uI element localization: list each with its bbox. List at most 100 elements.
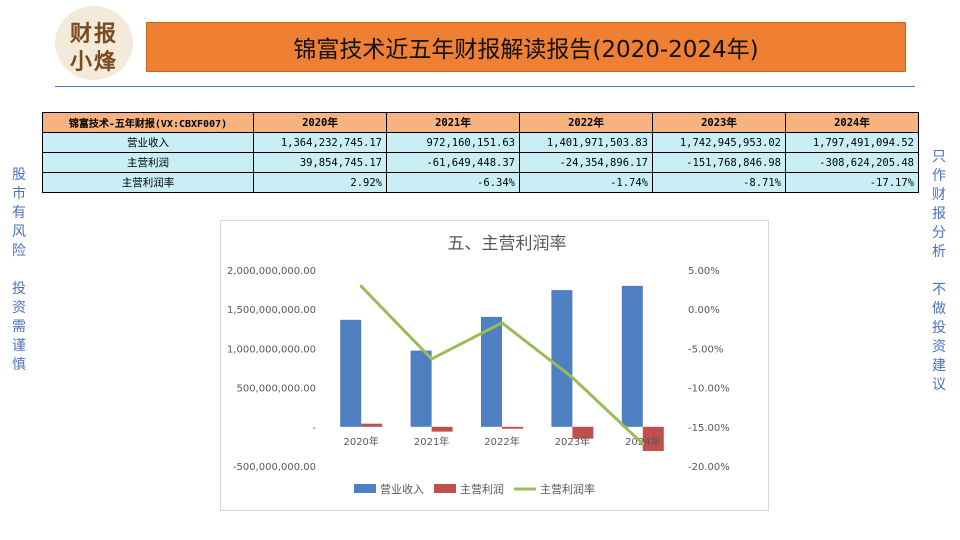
revenue-bar	[340, 319, 362, 427]
table-cell: -151,768,846.98	[652, 152, 786, 173]
right-side-char: 做	[932, 301, 946, 317]
legend-label: 营业收入	[380, 482, 424, 496]
y-left-tick-label: -500,000,000.00	[233, 462, 316, 473]
y-right-tick-label: 0.00%	[688, 305, 720, 316]
margin-point	[359, 284, 363, 288]
table-header-cell: 锦富技术-五年财报(VX:CBXF007)	[42, 112, 254, 133]
table-row: 主营利润 39,854,745.17 -61,649,448.37 -24,35…	[42, 152, 919, 173]
revenue-bar	[410, 350, 432, 427]
right-side-char: 析	[932, 244, 946, 260]
y-right-tick-label: -5.00%	[688, 344, 723, 355]
left-side-char: 需	[12, 319, 26, 335]
x-tick-label: 2023年	[555, 435, 590, 448]
right-side-char: 作	[932, 168, 946, 184]
table-cell: -17.17%	[785, 172, 919, 193]
table-cell: 39,854,745.17	[253, 152, 387, 173]
right-side-char: 建	[932, 358, 946, 374]
table-row: 营业收入 1,364,232,745.17 972,160,151.63 1,4…	[42, 132, 919, 153]
right-side-char: 只	[932, 149, 946, 165]
profit-bar	[572, 426, 594, 439]
legend-label: 主营利润率	[540, 482, 595, 496]
left-side-char: 投	[12, 281, 26, 297]
table-header-cell: 2024年	[785, 112, 919, 133]
left-side-char: 有	[12, 205, 26, 221]
margin-point	[500, 321, 504, 325]
table-header-cell: 2022年	[519, 112, 653, 133]
y-right-tick-label: 5.00%	[688, 266, 720, 277]
y-right-tick-label: -15.00%	[688, 423, 730, 434]
right-side-char: 财	[932, 187, 946, 203]
table-cell: -8.71%	[652, 172, 786, 193]
profit-bar	[642, 426, 664, 451]
left-side-char: 市	[12, 186, 26, 202]
row-label: 营业收入	[42, 132, 254, 153]
right-side-char: 不	[932, 282, 946, 298]
y-right-tick-label: -20.00%	[688, 462, 730, 473]
y-left-tick-label: 500,000,000.00	[236, 384, 316, 395]
table-cell: 1,364,232,745.17	[253, 132, 387, 153]
y-right-tick-label: -10.00%	[688, 384, 730, 395]
left-side-char: 慎	[12, 357, 26, 373]
y-left-tick-label: 1,500,000,000.00	[227, 305, 316, 316]
legend-swatch	[434, 484, 456, 493]
right-side-char: 投	[932, 320, 946, 336]
revenue-bar	[481, 316, 502, 427]
table-cell: -24,354,896.17	[519, 152, 653, 173]
chart-panel: 五、主营利润率 -500,000,000.00-500,000,000.00 1,0…	[220, 220, 769, 511]
table-cell: 2.92%	[253, 172, 387, 193]
x-tick-label: 2021年	[414, 435, 449, 448]
table-cell: 1,742,945,953.02	[652, 132, 786, 153]
profit-bar	[502, 426, 523, 429]
right-side-char: 报	[932, 206, 946, 222]
margin-point	[641, 442, 645, 446]
table-cell: 1,797,491,094.52	[785, 132, 919, 153]
logo-line-1: 财报	[69, 21, 118, 47]
y-left-tick-label: 2,000,000,000.00	[227, 266, 316, 277]
left-side-notice: 股市有风险 投资需谨慎	[11, 166, 27, 375]
table-cell: 1,401,971,503.83	[519, 132, 653, 153]
row-label: 主营利润率	[42, 172, 254, 193]
table-cell: -1.74%	[519, 172, 653, 193]
row-label: 主营利润	[42, 152, 254, 173]
x-tick-label: 2022年	[484, 435, 519, 448]
profit-bar	[361, 423, 383, 427]
left-side-char: 股	[12, 167, 26, 183]
right-side-char	[931, 262, 947, 281]
legend-swatch	[354, 484, 376, 493]
right-side-notice: 只作财报分析 不做投资建议	[931, 148, 947, 395]
table-header-cell: 2020年	[253, 112, 387, 133]
revenue-bar	[621, 285, 643, 427]
table-cell: -61,649,448.37	[386, 152, 520, 173]
margin-point	[570, 375, 574, 379]
table-cell: -308,624,205.48	[785, 152, 919, 173]
left-side-char	[11, 261, 27, 280]
table-row: 主营利润率 2.92% -6.34% -1.74% -8.71% -17.17%	[42, 172, 919, 193]
left-side-char: 资	[12, 300, 26, 316]
logo-line-2: 小烽	[69, 49, 118, 75]
table-header-cell: 2023年	[652, 112, 786, 133]
revenue-bar	[551, 290, 573, 427]
left-side-char: 谨	[12, 338, 26, 354]
header-divider	[55, 86, 915, 87]
legend-label: 主营利润	[460, 482, 504, 496]
profit-bar	[431, 426, 453, 432]
x-tick-label: 2020年	[343, 435, 378, 448]
table-cell: -6.34%	[386, 172, 520, 193]
y-left-tick-label: 1,000,000,000.00	[227, 344, 316, 355]
left-side-char: 险	[12, 243, 26, 259]
table-header-cell: 2021年	[386, 112, 520, 133]
logo: 财报 小烽	[55, 6, 133, 80]
right-side-char: 资	[932, 339, 946, 355]
x-tick-label: 2024年	[625, 435, 660, 448]
page-title: 锦富技术近五年财报解读报告(2020-2024年)	[146, 22, 906, 72]
right-side-char: 分	[932, 225, 946, 241]
financial-table: 锦富技术-五年财报(VX:CBXF007) 2020年 2021年 2022年 …	[42, 112, 919, 193]
chart-title: 五、主营利润率	[448, 234, 567, 254]
margin-point	[430, 357, 434, 361]
table-cell: 972,160,151.63	[386, 132, 520, 153]
combo-chart: 五、主营利润率-500,000,000.00-500,000,000.001,0…	[227, 234, 730, 496]
y-left-tick-label: -	[312, 423, 316, 434]
right-side-char: 议	[932, 377, 946, 393]
table-header-row: 锦富技术-五年财报(VX:CBXF007) 2020年 2021年 2022年 …	[42, 112, 919, 133]
left-side-char: 风	[12, 224, 26, 240]
